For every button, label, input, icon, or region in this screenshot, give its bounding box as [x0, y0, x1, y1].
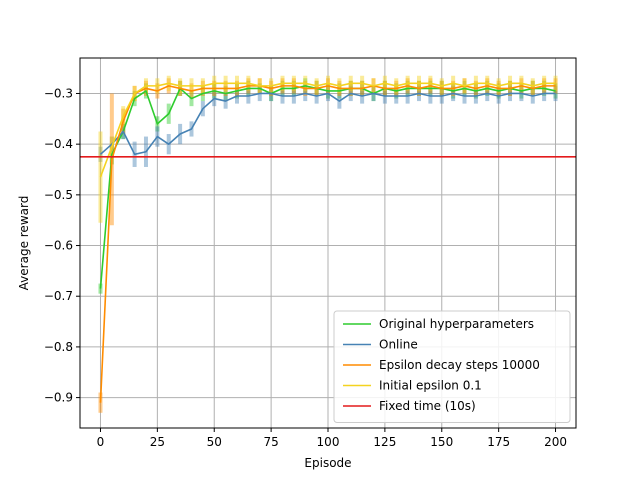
y-tick-label: −0.5	[44, 188, 73, 202]
legend-label: Fixed time (10s)	[379, 399, 476, 413]
x-axis: 0 25 50 75 100 125 150 175 200	[97, 428, 567, 449]
series-lines	[80, 82, 576, 403]
y-tick-label: −0.3	[44, 86, 73, 100]
x-tick-label: 125	[373, 435, 396, 449]
series-line	[99, 92, 556, 156]
x-tick-label: 25	[150, 435, 165, 449]
legend-label: Original hyperparameters	[379, 317, 534, 331]
y-axis: −0.9 −0.8 −0.7 −0.6 −0.5 −0.4 −0.3	[44, 86, 80, 405]
x-tick-label: 0	[97, 435, 105, 449]
y-axis-label: Average reward	[17, 196, 31, 291]
x-axis-label: Episode	[304, 456, 351, 470]
legend-label: Epsilon decay steps 10000	[379, 358, 540, 372]
x-tick-label: 50	[207, 435, 222, 449]
x-tick-label: 175	[487, 435, 510, 449]
x-tick-label: 200	[544, 435, 567, 449]
x-tick-label: 75	[263, 435, 278, 449]
y-tick-label: −0.4	[44, 137, 73, 151]
series-line	[99, 82, 556, 178]
legend: Original hyperparameters Online Epsilon de…	[333, 310, 571, 423]
y-tick-label: −0.7	[44, 289, 73, 303]
legend-label: Initial epsilon 0.1	[379, 379, 482, 393]
x-tick-label: 100	[317, 435, 340, 449]
x-tick-label: 150	[430, 435, 453, 449]
y-tick-label: −0.6	[44, 239, 73, 253]
legend-box	[333, 310, 571, 423]
legend-label: Online	[379, 338, 418, 352]
series-line	[99, 85, 556, 289]
series-line	[99, 85, 556, 403]
y-tick-label: −0.9	[44, 391, 73, 405]
y-tick-label: −0.8	[44, 340, 73, 354]
